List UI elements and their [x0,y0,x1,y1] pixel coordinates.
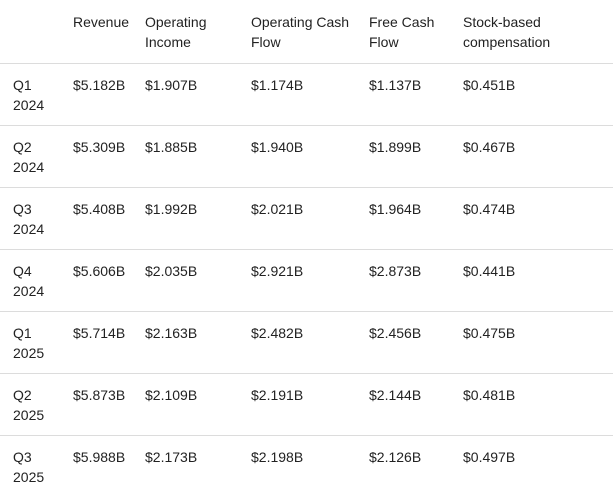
table-row: Q4 2024$5.606B$2.035B$2.921B$2.873B$0.44… [0,250,613,312]
table-cell: $0.475B [463,312,613,374]
table-cell: $2.173B [145,436,251,497]
column-header: Free Cash Flow [369,0,463,64]
table-row: Q3 2025$5.988B$2.173B$2.198B$2.126B$0.49… [0,436,613,497]
table-cell: $0.441B [463,250,613,312]
page: {"table": { "headers": ["Revenue", "Oper… [0,0,613,487]
column-header: Operating Cash Flow [251,0,369,64]
table-cell: $5.988B [73,436,145,497]
table-cell: $1.907B [145,64,251,126]
table-cell: $1.885B [145,126,251,188]
row-label: Q4 2024 [0,250,73,312]
table-cell: $0.467B [463,126,613,188]
table-cell: $0.451B [463,64,613,126]
table-row: Q1 2024$5.182B$1.907B$1.174B$1.137B$0.45… [0,64,613,126]
column-header: Revenue [73,0,145,64]
table-cell: $2.482B [251,312,369,374]
row-label: Q2 2024 [0,126,73,188]
table-cell: $0.481B [463,374,613,436]
table-cell: $2.456B [369,312,463,374]
table-cell: $1.964B [369,188,463,250]
row-label: Q2 2025 [0,374,73,436]
table-row: Q1 2025$5.714B$2.163B$2.482B$2.456B$0.47… [0,312,613,374]
table-cell: $2.035B [145,250,251,312]
table-cell: $0.497B [463,436,613,497]
table-cell: $2.191B [251,374,369,436]
row-label: Q1 2025 [0,312,73,374]
table-cell: $5.309B [73,126,145,188]
corner-cell [0,0,73,64]
table-cell: $2.144B [369,374,463,436]
column-header: Stock-based compensation [463,0,613,64]
row-label: Q1 2024 [0,64,73,126]
table-cell: $2.873B [369,250,463,312]
table-cell: $5.606B [73,250,145,312]
table-cell: $2.021B [251,188,369,250]
table-cell: $2.921B [251,250,369,312]
table-body: Q1 2024$5.182B$1.907B$1.174B$1.137B$0.45… [0,64,613,497]
table-cell: $1.137B [369,64,463,126]
table-cell: $0.474B [463,188,613,250]
table-cell: $1.940B [251,126,369,188]
table-cell: $5.714B [73,312,145,374]
table-cell: $5.873B [73,374,145,436]
table-cell: $1.174B [251,64,369,126]
table-row: Q3 2024$5.408B$1.992B$2.021B$1.964B$0.47… [0,188,613,250]
table-cell: $2.163B [145,312,251,374]
table-cell: $2.126B [369,436,463,497]
row-label: Q3 2024 [0,188,73,250]
table-cell: $5.408B [73,188,145,250]
column-header: Operating Income [145,0,251,64]
table-row: Q2 2024$5.309B$1.885B$1.940B$1.899B$0.46… [0,126,613,188]
table-cell: $2.198B [251,436,369,497]
table-cell: $2.109B [145,374,251,436]
table-cell: $1.899B [369,126,463,188]
table-cell: $1.992B [145,188,251,250]
row-label: Q3 2025 [0,436,73,497]
table-row: Q2 2025$5.873B$2.109B$2.191B$2.144B$0.48… [0,374,613,436]
table-cell: $5.182B [73,64,145,126]
